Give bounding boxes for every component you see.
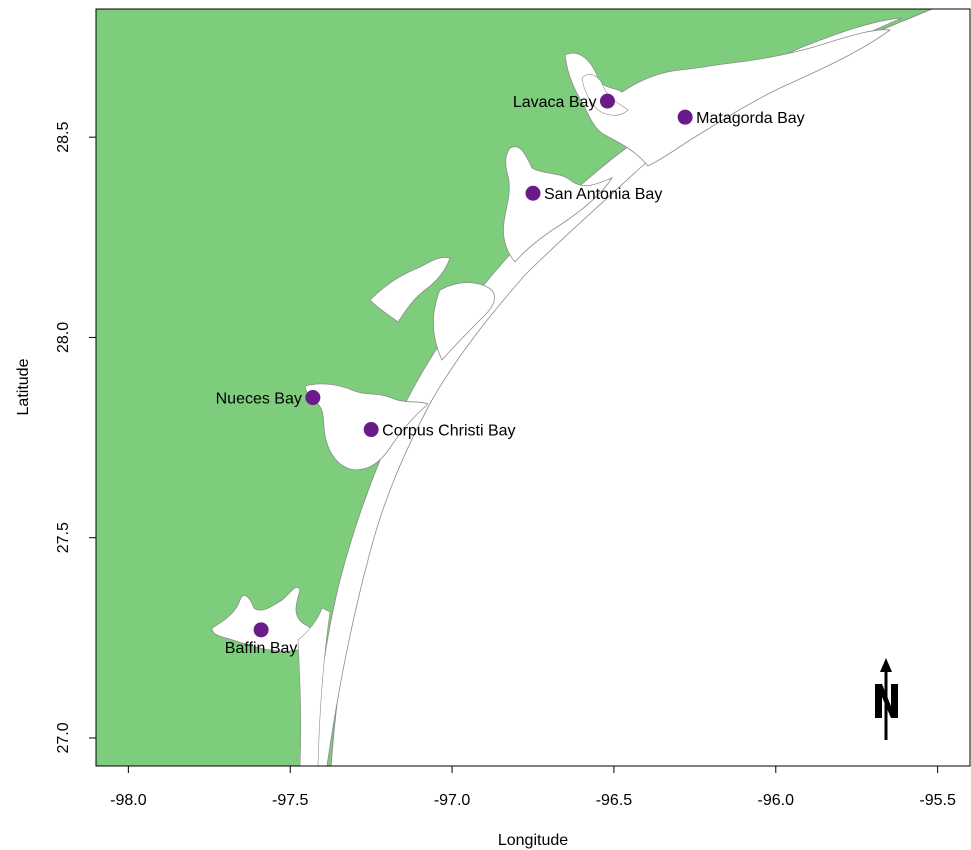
bay-points: Lavaca Bay Matagorda Bay San Antonia Bay Nu… [216,93,805,657]
laguna-madre-channel [297,607,331,766]
x-tick-label: -96.0 [758,792,795,809]
x-tick-label: -97.0 [434,792,471,809]
map-panel [96,9,970,766]
north-arrow-icon [875,658,898,740]
y-tick-label: 28.5 [55,121,72,152]
bay-marker [305,390,321,406]
x-tick-label: -95.5 [919,792,956,809]
y-tick-label: 27.5 [55,522,72,553]
bay-label: Matagorda Bay [696,110,805,127]
matagorda-bay-water [564,29,892,167]
x-tick-label: -96.5 [596,792,633,809]
y-axis: 27.0 27.5 28.0 28.5 [55,121,96,754]
y-axis-title: Latitude [15,358,32,415]
x-tick-label: -97.5 [272,792,309,809]
bay-label: San Antonia Bay [544,186,662,203]
plot-frame [95,8,971,767]
bay-label: Baffin Bay [225,640,298,657]
y-tick-label: 28.0 [55,322,72,353]
baffin-bay-water [211,586,315,652]
bay-marker [363,422,379,438]
bay-marker [525,185,541,201]
bay-marker [253,622,269,638]
bay-marker [599,93,615,109]
bay-marker [677,109,693,125]
x-axis-title: Longitude [498,832,568,849]
y-tick-label: 27.0 [55,722,72,753]
x-axis: -98.0 -97.5 -97.0 -96.5 -96.0 -95.5 [110,766,956,809]
bay-label: Nueces Bay [216,391,302,408]
x-tick-label: -98.0 [110,792,147,809]
bay-label: Corpus Christi Bay [382,423,515,440]
copano-bay-water [369,256,451,323]
aransas-bay-water [433,282,495,361]
san-antonio-bay-water [503,146,613,263]
bay-label: Lavaca Bay [513,94,597,111]
